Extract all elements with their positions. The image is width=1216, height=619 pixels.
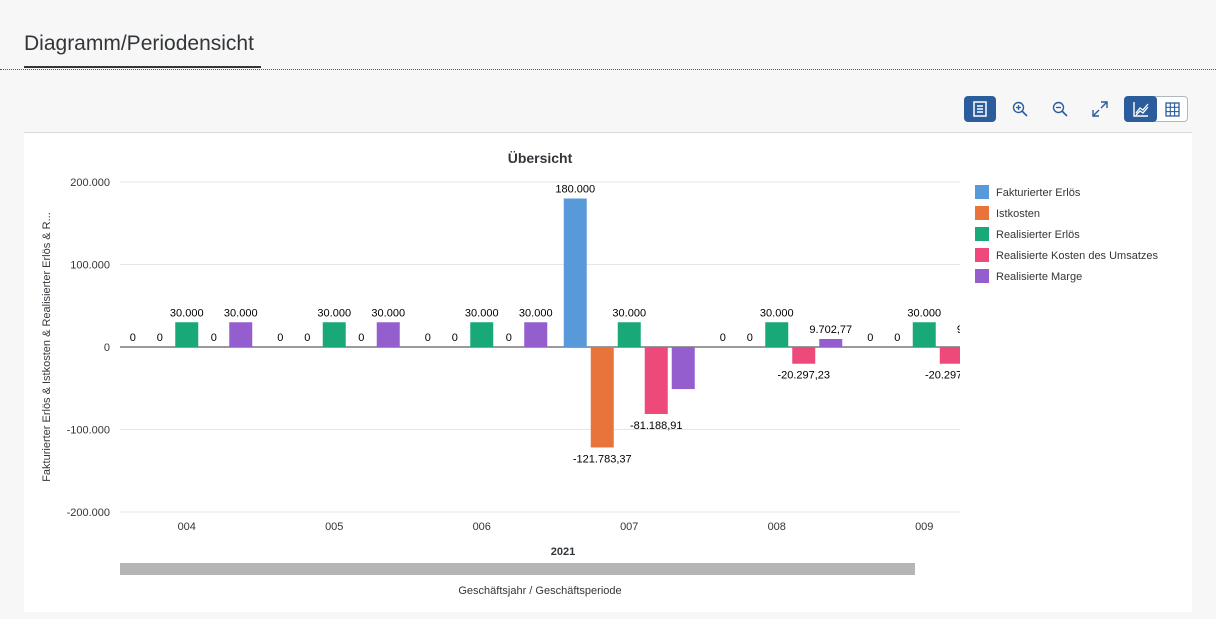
bar: [765, 322, 789, 347]
bar: [524, 322, 548, 347]
data-label: 0: [130, 332, 136, 344]
y-tick-label: -100.000: [67, 425, 110, 437]
data-label: 30.000: [170, 307, 204, 319]
chart-scrollbar[interactable]: [120, 563, 915, 575]
data-label: 0: [358, 332, 364, 344]
data-label: 9.702,77: [957, 324, 1000, 336]
bar: [229, 322, 253, 347]
data-label: 0: [157, 332, 163, 344]
data-label: 0: [506, 332, 512, 344]
toolbar-divider: [24, 132, 1192, 133]
bar: [590, 347, 614, 448]
zoom-out-icon: [1052, 101, 1068, 117]
bar: [644, 347, 668, 414]
data-label: 9.702,77: [809, 324, 852, 336]
view-switch: [1124, 96, 1188, 122]
chart-icon: [1132, 101, 1149, 117]
data-label: 180.000: [555, 184, 595, 196]
page-header: Diagramm/Periodensicht: [0, 0, 1216, 70]
chart-view-button[interactable]: [1124, 96, 1157, 122]
zoom-out-button[interactable]: [1044, 96, 1076, 122]
legend-item[interactable]: Istkosten: [975, 206, 1040, 220]
legend-swatch: [975, 227, 989, 241]
legend-item[interactable]: Fakturierter Erlös: [975, 185, 1081, 199]
x-tick-label: 007: [620, 521, 638, 533]
table-view-button[interactable]: [1156, 96, 1188, 122]
legend-swatch: [975, 185, 989, 199]
bar: [376, 322, 400, 347]
data-label: 30.000: [371, 307, 405, 319]
bar: [671, 347, 695, 390]
legend-swatch: [975, 206, 989, 220]
x-tick-label: 009: [915, 521, 933, 533]
y-tick-label: 100.000: [70, 260, 110, 272]
zoom-in-button[interactable]: [1004, 96, 1036, 122]
page-title: Diagramm/Periodensicht: [24, 32, 254, 55]
data-label: 0: [277, 332, 283, 344]
bar: [792, 347, 816, 364]
data-label: -121.783,37: [573, 453, 632, 465]
y-tick-label: -200.000: [67, 507, 110, 519]
bar: [322, 322, 346, 347]
chart-panel: Übersicht Fakturierter Erlös & Istkosten…: [24, 133, 1192, 612]
data-label: 30.000: [224, 307, 258, 319]
legend-swatch: [975, 269, 989, 283]
x-axis-label: Geschäftsjahr / Geschäftsperiode: [458, 585, 621, 597]
x-tick-label: 004: [178, 521, 196, 533]
bar: [563, 198, 587, 347]
x-tick-label: 005: [325, 521, 343, 533]
data-label: 0: [425, 332, 431, 344]
bar: [617, 322, 641, 347]
data-label: 30.000: [465, 307, 499, 319]
header-divider: [0, 69, 1216, 70]
title-underline: [24, 66, 261, 68]
y-tick-label: 200.000: [70, 177, 110, 189]
data-label: 0: [867, 332, 873, 344]
data-label: 30.000: [519, 307, 553, 319]
y-axis-label: Fakturierter Erlös & Istkosten & Realisi…: [41, 212, 53, 482]
data-label: 0: [720, 332, 726, 344]
legend-item[interactable]: Realisierter Erlös: [975, 227, 1080, 241]
legend-label: Istkosten: [996, 208, 1040, 220]
year-label: 2021: [551, 546, 575, 558]
legend-label: Realisierter Erlös: [996, 229, 1080, 241]
legend-item[interactable]: Realisierte Marge: [975, 269, 1082, 283]
fullscreen-button[interactable]: [1084, 96, 1116, 122]
data-label: 0: [894, 332, 900, 344]
legend-swatch: [975, 248, 989, 262]
bar: [470, 322, 494, 347]
data-label: 0: [211, 332, 217, 344]
legend-label: Realisierte Kosten des Umsatzes: [996, 250, 1159, 262]
bar: [912, 322, 936, 347]
x-tick-label: 006: [473, 521, 491, 533]
data-label: 0: [452, 332, 458, 344]
table-icon: [1164, 101, 1180, 117]
x-tick-label: 008: [768, 521, 786, 533]
bar: [967, 339, 990, 347]
data-label: 0: [747, 332, 753, 344]
legend-label: Realisierte Marge: [996, 271, 1082, 283]
data-label: 30.000: [612, 307, 646, 319]
zoom-in-icon: [1012, 101, 1028, 117]
legend-item[interactable]: Realisierte Kosten des Umsatzes: [975, 248, 1159, 262]
data-label: 30.000: [907, 307, 941, 319]
data-label: 30.000: [760, 307, 794, 319]
list-icon: [973, 101, 987, 117]
bar-chart: Übersicht Fakturierter Erlös & Istkosten…: [41, 150, 1159, 597]
data-label: -81.188,91: [630, 420, 683, 432]
bar: [175, 322, 199, 347]
bar: [819, 338, 843, 347]
details-button[interactable]: [964, 96, 996, 122]
data-label: 30.000: [317, 307, 351, 319]
data-label: -20.297,23: [925, 370, 978, 382]
data-label: 0: [304, 332, 310, 344]
data-label: -20.297,23: [777, 370, 830, 382]
fullscreen-icon: [1092, 101, 1108, 117]
chart-title: Übersicht: [508, 150, 573, 166]
legend-label: Fakturierter Erlös: [996, 187, 1081, 199]
y-tick-label: 0: [104, 342, 110, 354]
bar: [939, 347, 960, 364]
